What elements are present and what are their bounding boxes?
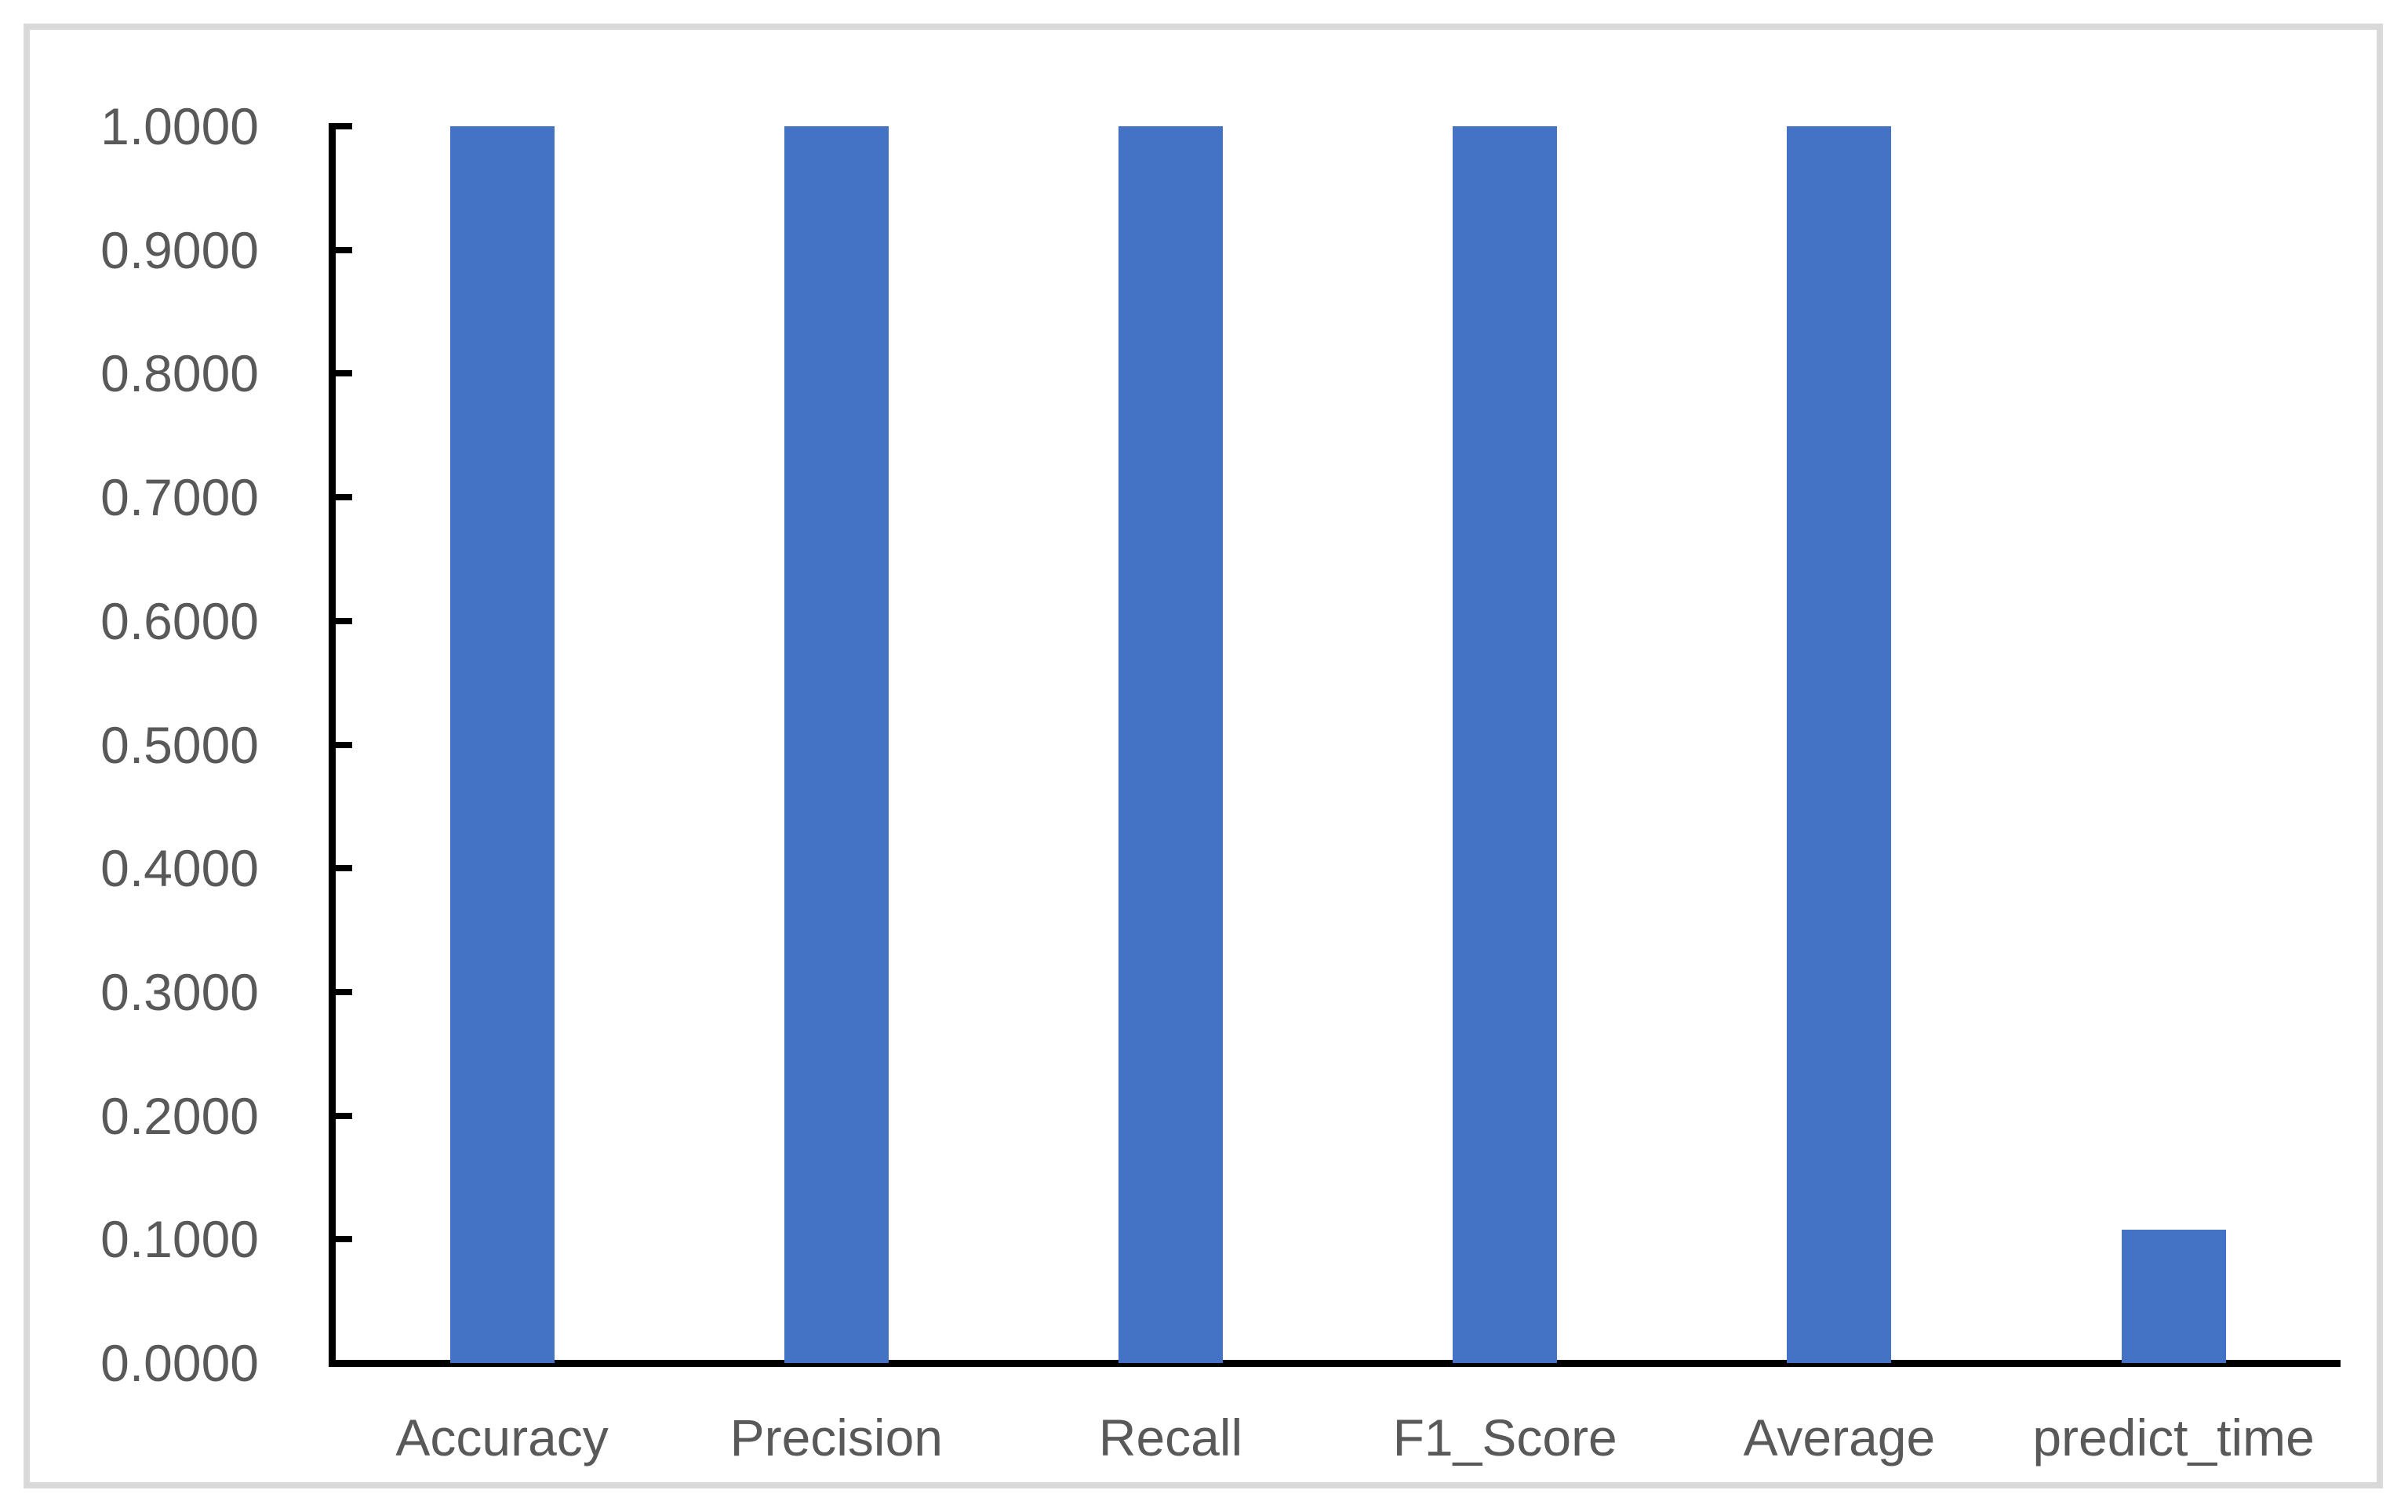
x-category-label: Accuracy [395, 1408, 609, 1467]
y-tick-label: 0.0000 [100, 1334, 259, 1392]
y-axis-tick [329, 246, 352, 253]
bar-precision [784, 126, 889, 1363]
y-tick-label: 0.9000 [100, 220, 259, 279]
x-category-label: Precision [729, 1408, 944, 1467]
x-category-label: Average [1743, 1408, 1936, 1467]
y-tick-label: 0.2000 [100, 1086, 259, 1145]
y-tick-label: 0.5000 [100, 715, 259, 774]
bar-recall [1119, 126, 1223, 1363]
y-axis-tick [329, 988, 352, 995]
y-axis-tick [329, 1236, 352, 1243]
y-axis-tick [329, 1112, 352, 1119]
y-axis-tick [329, 123, 352, 129]
bar-accuracy [449, 126, 555, 1363]
y-axis-tick [329, 494, 352, 501]
bar-chart-plot-area: 0.0000 0.1000 0.2000 0.3000 0.4000 0.5000 0.60… [30, 30, 2408, 1512]
x-axis-line [329, 1360, 2341, 1367]
bar-f1_score [1453, 126, 1558, 1363]
y-axis-tick [329, 370, 352, 377]
bar-predict_time [2121, 1229, 2226, 1363]
y-tick-label: 0.3000 [100, 962, 259, 1021]
x-category-label: Recall [1098, 1408, 1243, 1467]
y-tick-label: 0.7000 [100, 468, 259, 527]
y-axis-tick [329, 617, 352, 624]
y-tick-label: 0.1000 [100, 1210, 259, 1269]
y-axis-tick [329, 865, 352, 872]
y-axis-tick [329, 1360, 352, 1366]
x-category-label: predict_time [2032, 1408, 2315, 1467]
bar-average [1787, 126, 1892, 1363]
y-tick-label: 0.8000 [100, 344, 259, 403]
y-tick-label: 0.4000 [100, 839, 259, 898]
y-tick-label: 0.6000 [100, 591, 259, 650]
y-tick-label: 1.0000 [100, 97, 259, 155]
x-category-label: F1_Score [1392, 1408, 1617, 1467]
y-axis-tick [329, 741, 352, 748]
chart-border-frame: 0.0000 0.1000 0.2000 0.3000 0.4000 0.5000 0.60… [24, 24, 2383, 1488]
